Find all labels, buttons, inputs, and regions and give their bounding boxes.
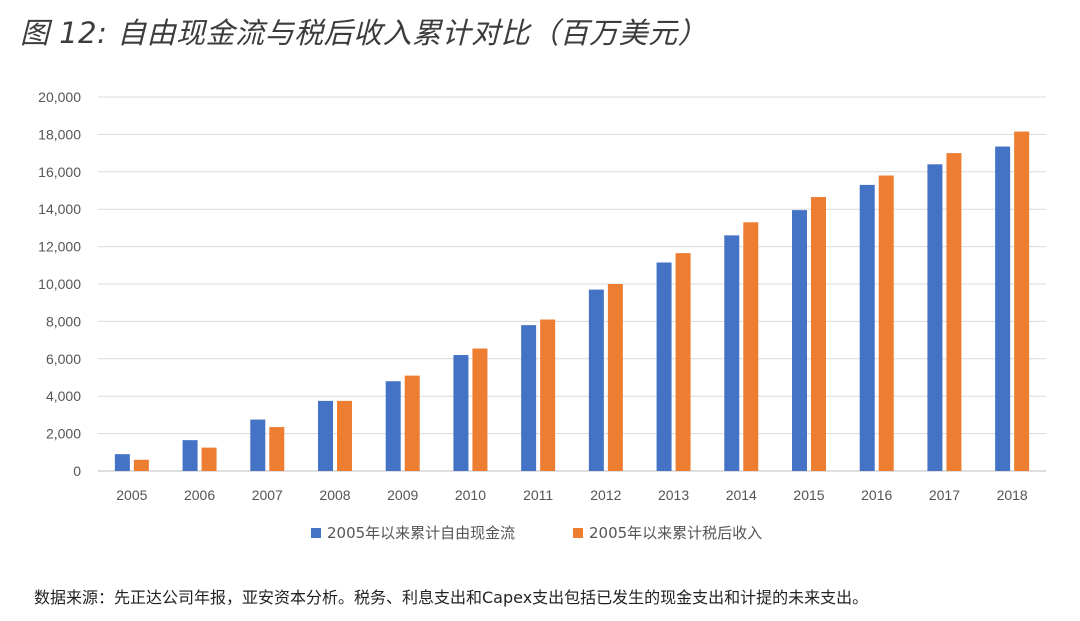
bar-after-tax-income-2005 xyxy=(133,459,149,471)
y-axis-tick-labels: 0 2,000 4,000 6,000 8,000 10,000 12,000 14,000 1… xyxy=(38,89,81,479)
x-tick-label: 2006 xyxy=(184,487,215,503)
y-tick-label: 10,000 xyxy=(38,276,81,292)
legend-swatch xyxy=(311,528,321,538)
bar-after-tax-income-2016 xyxy=(878,175,894,472)
y-tick-label: 20,000 xyxy=(38,89,81,105)
bar-free-cash-flow-2014 xyxy=(724,235,740,471)
bar-after-tax-income-2006 xyxy=(201,447,217,471)
legend-label: 2005年以来累计税后收入 xyxy=(589,524,762,542)
x-tick-label: 2007 xyxy=(252,487,283,503)
y-tick-label: 16,000 xyxy=(38,164,81,180)
legend-swatch xyxy=(573,528,583,538)
bar-free-cash-flow-2013 xyxy=(656,262,672,471)
x-tick-label: 2014 xyxy=(726,487,757,503)
bar-after-tax-income-2010 xyxy=(472,348,488,471)
x-tick-label: 2005 xyxy=(116,487,147,503)
x-tick-label: 2010 xyxy=(455,487,486,503)
bar-chart: 0 2,000 4,000 6,000 8,000 10,000 12,000 14,000 1… xyxy=(38,89,1046,542)
legend-label: 2005年以来累计自由现金流 xyxy=(327,524,515,542)
bar-free-cash-flow-2006 xyxy=(182,440,198,471)
x-tick-label: 2017 xyxy=(929,487,960,503)
x-tick-label: 2015 xyxy=(793,487,824,503)
bar-after-tax-income-2018 xyxy=(1014,131,1030,471)
bar-free-cash-flow-2012 xyxy=(588,289,604,471)
bar-free-cash-flow-2009 xyxy=(385,381,401,471)
bar-after-tax-income-2015 xyxy=(811,197,826,472)
bar-after-tax-income-2008 xyxy=(337,400,352,471)
bar-free-cash-flow-2011 xyxy=(521,325,537,471)
y-tick-label: 8,000 xyxy=(46,313,81,329)
x-tick-label: 2013 xyxy=(658,487,689,503)
y-tick-label: 12,000 xyxy=(38,239,81,255)
bar-after-tax-income-2014 xyxy=(743,222,759,471)
x-tick-label: 2011 xyxy=(523,487,553,503)
bar-free-cash-flow-2016 xyxy=(859,184,875,471)
bar-after-tax-income-2011 xyxy=(540,319,556,471)
x-tick-label: 2016 xyxy=(861,487,892,503)
x-axis-tick-labels: 2005 2006 2007 2008 2009 2010 2011 2012 2013 2014… xyxy=(116,487,1028,503)
bar-free-cash-flow-2018 xyxy=(995,146,1011,471)
y-tick-label: 18,000 xyxy=(38,126,81,142)
y-tick-label: 6,000 xyxy=(46,351,81,367)
y-tick-label: 14,000 xyxy=(38,201,81,217)
x-tick-label: 2008 xyxy=(319,487,350,503)
y-tick-label: 2,000 xyxy=(46,426,81,442)
bar-free-cash-flow-2015 xyxy=(792,210,807,471)
x-tick-label: 2012 xyxy=(590,487,621,503)
bar-free-cash-flow-2005 xyxy=(114,454,130,471)
gridlines xyxy=(98,96,1046,472)
y-tick-label: 0 xyxy=(73,463,81,479)
bar-free-cash-flow-2010 xyxy=(453,355,469,471)
y-tick-label: 4,000 xyxy=(46,388,81,404)
bar-after-tax-income-2013 xyxy=(675,253,691,471)
figure-title: 图 12: 自由现金流与税后收入累计对比（百万美元） xyxy=(20,16,708,50)
bar-after-tax-income-2017 xyxy=(946,153,962,471)
source-note: 数据来源：先正达公司年报，亚安资本分析。税务、利息支出和Capex支出包括已发生… xyxy=(34,588,869,607)
bar-free-cash-flow-2008 xyxy=(318,400,333,471)
x-tick-label: 2018 xyxy=(997,487,1028,503)
bar-free-cash-flow-2017 xyxy=(927,164,943,471)
x-tick-label: 2009 xyxy=(387,487,418,503)
bar-after-tax-income-2009 xyxy=(404,375,420,471)
bar-after-tax-income-2007 xyxy=(269,427,285,471)
bar-free-cash-flow-2007 xyxy=(250,419,266,471)
bar-series xyxy=(114,131,1030,472)
legend: 2005年以来累计自由现金流 2005年以来累计税后收入 xyxy=(311,524,762,542)
bar-after-tax-income-2012 xyxy=(607,284,623,471)
